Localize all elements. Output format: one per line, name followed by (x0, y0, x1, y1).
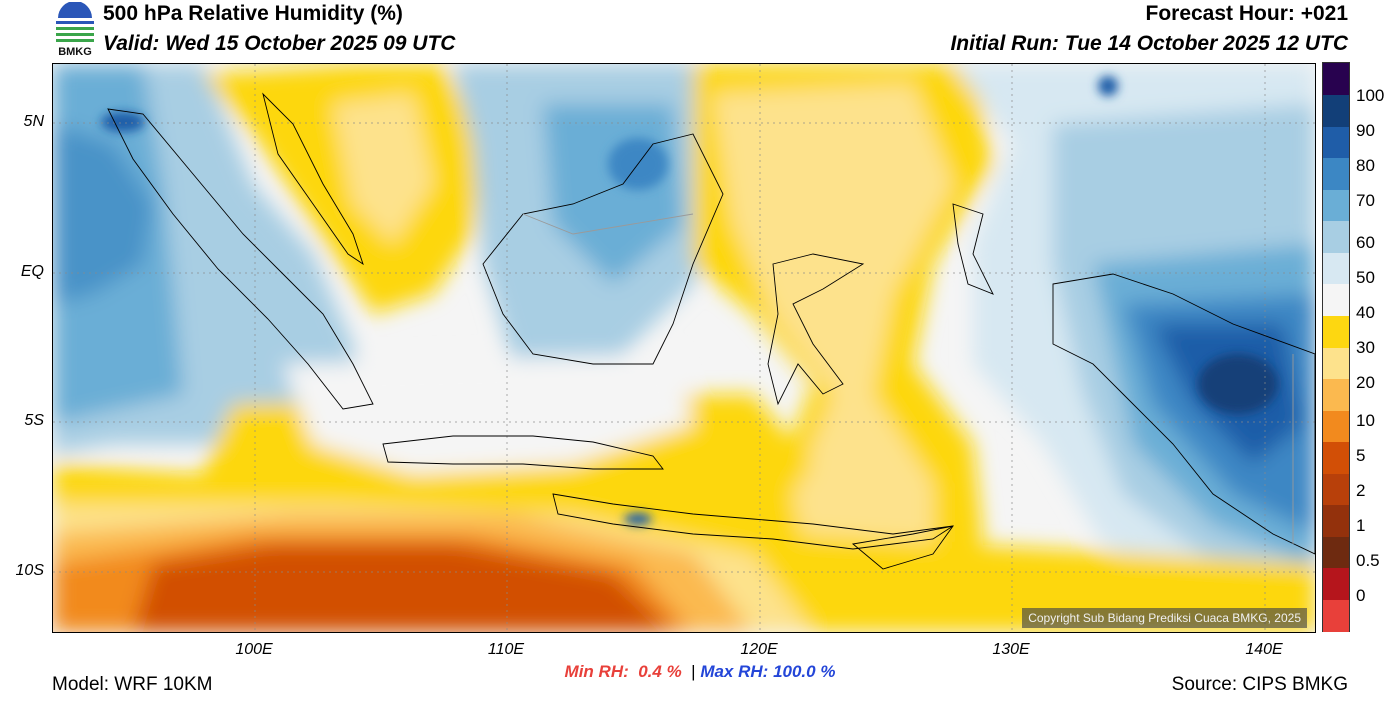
colorbar-segment (1323, 315, 1349, 348)
lon-label: 130E (992, 641, 1030, 658)
colorbar-segment (1323, 473, 1349, 506)
stats-separator: | (691, 662, 696, 681)
colorbar-label: 10 (1356, 411, 1375, 430)
colorbar-label: 0.5 (1356, 551, 1380, 570)
colorbar-label: 60 (1356, 233, 1375, 252)
colorbar-segment (1323, 94, 1349, 127)
lat-label: 5N (23, 113, 44, 130)
colorbar-label: 30 (1356, 338, 1375, 357)
copyright-notice: Copyright Sub Bidang Prediksi Cuaca BMKG… (1022, 608, 1307, 628)
borders (522, 213, 1294, 544)
coast-sumatra (107, 108, 374, 410)
colorbar-label: 0 (1356, 586, 1366, 605)
lat-label: EQ (20, 263, 44, 280)
colorbar-segment (1323, 252, 1349, 285)
coast-lesser-sunda (552, 493, 954, 550)
rh-cell (1098, 76, 1118, 96)
rh-band-30b (713, 84, 953, 584)
rh-band-2 (133, 544, 673, 632)
colorbar-label: 5 (1356, 446, 1366, 465)
max-rh-value: 100.0 % (773, 662, 836, 681)
lon-label: 110E (487, 641, 525, 658)
colorbar-label: 50 (1356, 268, 1375, 287)
initial-run: Initial Run: Tue 14 October 2025 12 UTC (950, 32, 1348, 55)
colorbar-label: 1 (1356, 516, 1366, 535)
colorbar-segment (1323, 63, 1349, 96)
colorbar-segment (1323, 126, 1349, 159)
coastlines (107, 92, 1315, 570)
rh-cell (101, 112, 145, 132)
colorbar-label: 80 (1356, 156, 1375, 175)
colorbar-label: 40 (1356, 303, 1375, 322)
colorbar-segment (1323, 441, 1349, 474)
coast-malay-peninsula (262, 92, 364, 266)
colorbar-segment (1323, 283, 1349, 317)
colorbar-segment (1323, 567, 1349, 601)
colorbar-segment (1323, 157, 1349, 190)
page-title: 500 hPa Relative Humidity (%) (103, 2, 403, 25)
colorbar-segment (1323, 347, 1349, 380)
humidity-map[interactable]: Copyright Sub Bidang Prediksi Cuaca BMKG… (52, 63, 1316, 633)
colorbar-label: 2 (1356, 481, 1366, 500)
colorbar-segment (1323, 220, 1349, 253)
colorbar-segment (1323, 378, 1349, 411)
rh-cell (624, 513, 652, 525)
colorbar-label: 90 (1356, 121, 1375, 140)
min-rh-label: Min RH: (564, 662, 629, 681)
lat-label: 5S (24, 412, 44, 429)
min-rh-value: 0.4 % (638, 662, 682, 681)
coast-timor (851, 525, 955, 570)
lon-label: 140E (1245, 641, 1283, 658)
rh-band-80b (53, 124, 153, 304)
lat-label: 10S (15, 562, 44, 579)
rh-stats: Min RH: 0.4 % | Max RH: 100.0 % (0, 662, 1400, 682)
humidity-field (53, 64, 1315, 632)
graticule (53, 64, 1315, 632)
coast-halmahera (952, 203, 994, 295)
coast-borneo (482, 133, 724, 365)
model-label: Model: WRF 10KM (52, 674, 213, 695)
colorbar-segment (1323, 410, 1349, 443)
coast-new-guinea (1052, 273, 1315, 555)
lon-label: 120E (740, 641, 778, 658)
valid-time: Valid: Wed 15 October 2025 09 UTC (103, 32, 456, 55)
rh-cell (1198, 354, 1278, 414)
colorbar-segment (1323, 599, 1349, 632)
max-rh-label: Max RH: (700, 662, 769, 681)
lon-label: 100E (235, 641, 273, 658)
colorbar-segment (1323, 189, 1349, 222)
coast-sulawesi (767, 253, 865, 406)
colorbar (1322, 62, 1350, 632)
colorbar-label: 70 (1356, 191, 1375, 210)
colorbar-label: 100 (1356, 86, 1385, 105)
forecast-hour: Forecast Hour: +021 (1145, 2, 1349, 25)
colorbar-segment (1323, 536, 1349, 569)
logo-text: BMKG (58, 46, 92, 58)
colorbar-segment (1323, 504, 1349, 537)
bmkg-logo: BMKG (52, 1, 98, 58)
rh-band-30a (333, 94, 433, 244)
source-label: Source: CIPS BMKG (1171, 674, 1348, 695)
colorbar-label: 20 (1356, 373, 1375, 392)
coast-java (382, 435, 664, 470)
